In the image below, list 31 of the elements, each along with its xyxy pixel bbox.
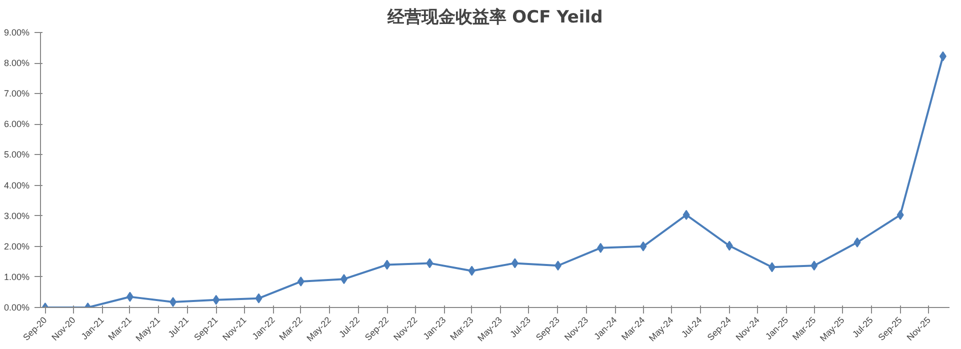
y-tick-label: 5.00% (4, 150, 30, 160)
y-tick-label: 0.00% (4, 302, 30, 312)
point (126, 292, 134, 302)
point (854, 237, 861, 248)
point (682, 210, 690, 220)
y-tick-label: 1.00% (4, 272, 30, 282)
point (640, 241, 647, 252)
y-tick-label: 4.00% (4, 180, 30, 190)
point (426, 258, 434, 268)
point (597, 242, 604, 253)
chart-title: 经营现金收益率 OCF Yeild (386, 8, 603, 28)
point (384, 260, 391, 270)
point (554, 260, 562, 271)
point (896, 210, 904, 220)
y-tick-label: 8.00% (4, 58, 30, 68)
point (939, 51, 946, 62)
point (340, 274, 348, 284)
y-tick-label: 2.00% (4, 241, 30, 252)
y-tick-label: 7.00% (4, 88, 30, 99)
y-tick-label: 9.00% (4, 28, 30, 38)
point (170, 297, 177, 307)
point (768, 262, 776, 272)
point (810, 260, 818, 271)
y-tick-label: 3.00% (4, 210, 30, 221)
point (468, 266, 476, 276)
point (297, 276, 304, 287)
point (255, 293, 262, 304)
point (212, 294, 220, 305)
y-tick-label: 6.00% (4, 119, 30, 130)
point (511, 258, 518, 268)
point (726, 240, 733, 251)
